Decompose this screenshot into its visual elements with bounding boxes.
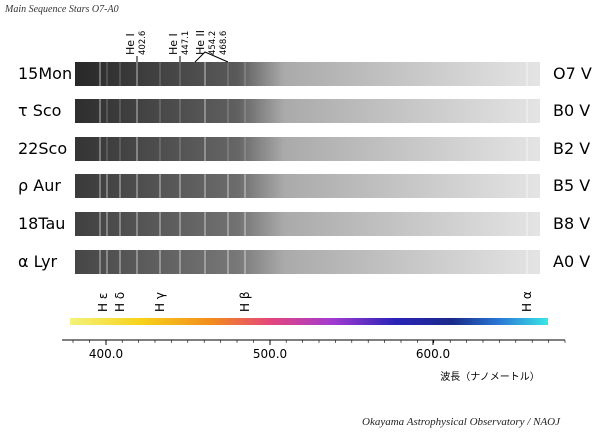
line-label: He I	[124, 33, 137, 55]
line-label: He I	[167, 33, 180, 55]
spectral-class: B5 V	[553, 176, 590, 195]
line-label: H α	[520, 291, 534, 312]
spectrum	[75, 174, 540, 198]
tick-label: 600.0	[416, 347, 450, 361]
spectrum	[75, 62, 540, 86]
star-name: ρ Aur	[18, 176, 61, 195]
wavelength: 447.1	[181, 31, 191, 55]
spectrum	[75, 212, 540, 236]
wavelength: 454.2	[208, 31, 218, 55]
line-label: H δ	[113, 292, 127, 312]
star-name: 18Tau	[18, 214, 65, 233]
spectrum	[75, 137, 540, 161]
line-label: H γ	[153, 292, 167, 312]
spectral-class: A0 V	[553, 252, 590, 271]
color-bar	[70, 318, 548, 325]
line-label: H ε	[96, 293, 110, 312]
credit: Okayama Astrophysical Observatory / NAOJ	[362, 416, 561, 428]
star-name: 15Mon	[18, 64, 72, 83]
spectrum	[75, 250, 540, 274]
spectral-class: B8 V	[553, 214, 590, 233]
line-label: He II	[194, 30, 207, 55]
spectral-class: B0 V	[553, 101, 590, 120]
spectral-class: O7 V	[553, 64, 592, 83]
wavelength: 468.6	[219, 31, 229, 55]
star-name: 22Sco	[18, 139, 67, 158]
star-name: α Lyr	[18, 252, 58, 271]
tick-label: 400.0	[89, 347, 123, 361]
spectral-class: B2 V	[553, 139, 590, 158]
star-name: τ Sco	[18, 101, 61, 120]
spectrum	[75, 99, 540, 123]
title: Main Sequence Stars O7-A0	[4, 4, 119, 15]
line-label: H β	[238, 292, 252, 313]
figure: Main Sequence Stars O7-A0 Okayama Astrop…	[0, 0, 595, 437]
wavelength: 402.6	[138, 31, 148, 55]
axis-label: 波長（ナノメートル）	[440, 370, 540, 383]
tick-label: 500.0	[253, 347, 287, 361]
